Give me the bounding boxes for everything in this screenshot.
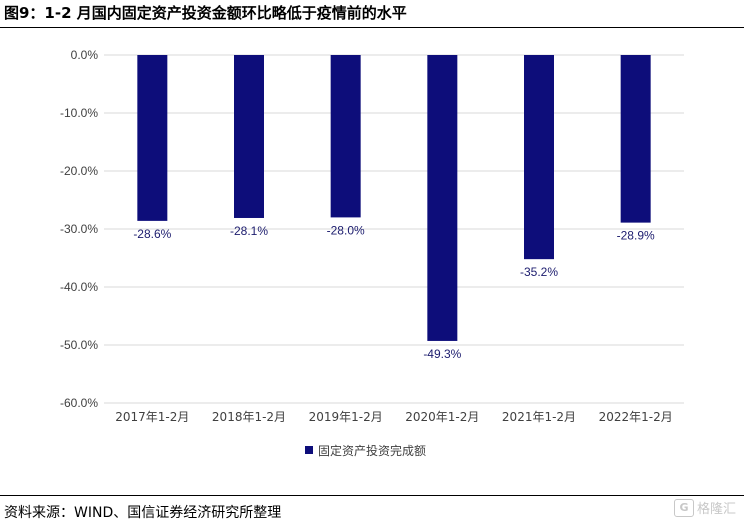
y-tick-label: 0.0% [71, 48, 99, 62]
footer-divider [0, 495, 744, 496]
chart-title: 图9：1-2 月国内固定资产投资金额环比略低于疫情前的水平 [4, 4, 407, 22]
data-label: -28.6% [133, 227, 171, 241]
bars [137, 55, 651, 341]
data-label: -49.3% [423, 347, 461, 361]
legend: 固定资产投资完成额 [305, 443, 426, 458]
bar [330, 55, 361, 218]
data-label: -35.2% [520, 265, 558, 279]
y-tick-label: -30.0% [60, 222, 98, 236]
gridlines [104, 54, 684, 404]
x-tick-label: 2021年1-2月 [502, 410, 576, 424]
data-labels: -28.6% -28.1% -28.0% -49.3% -35.2% -28.9% [133, 223, 655, 361]
y-tick-label: -10.0% [60, 106, 98, 120]
bar-chart: 0.0% -10.0% -20.0% -30.0% -40.0% -50.0% -60.0%… [60, 48, 684, 458]
watermark: G 格隆汇 [673, 498, 736, 517]
x-tick-label: 2019年1-2月 [309, 410, 383, 424]
x-axis-ticks: 2017年1-2月 2018年1-2月 2019年1-2月 2020年1-2月 2021… [115, 410, 672, 424]
data-label: -28.1% [230, 224, 268, 238]
y-tick-label: -20.0% [60, 164, 98, 178]
x-tick-label: 2020年1-2月 [405, 410, 479, 424]
x-tick-label: 2018年1-2月 [212, 410, 286, 424]
legend-label: 固定资产投资完成额 [318, 443, 426, 458]
x-tick-label: 2022年1-2月 [599, 410, 673, 424]
data-label: -28.0% [327, 223, 365, 237]
data-label: -28.9% [617, 229, 655, 243]
legend-swatch [305, 446, 313, 454]
y-tick-label: -40.0% [60, 280, 98, 294]
bar [524, 55, 554, 260]
y-tick-label: -60.0% [60, 396, 98, 410]
y-tick-label: -50.0% [60, 338, 98, 352]
y-axis-ticks: 0.0% -10.0% -20.0% -30.0% -40.0% -50.0% -60.0% [60, 48, 98, 410]
x-tick-label: 2017年1-2月 [115, 410, 189, 424]
bar [427, 55, 458, 341]
watermark-text: 格隆汇 [696, 502, 736, 517]
bar [234, 55, 264, 218]
watermark-logo-icon: G [673, 498, 694, 517]
bar [137, 55, 168, 221]
title-divider [0, 27, 744, 28]
bar [620, 55, 651, 223]
source-note: 资料来源：WIND、国信证券经济研究所整理 [4, 505, 282, 521]
